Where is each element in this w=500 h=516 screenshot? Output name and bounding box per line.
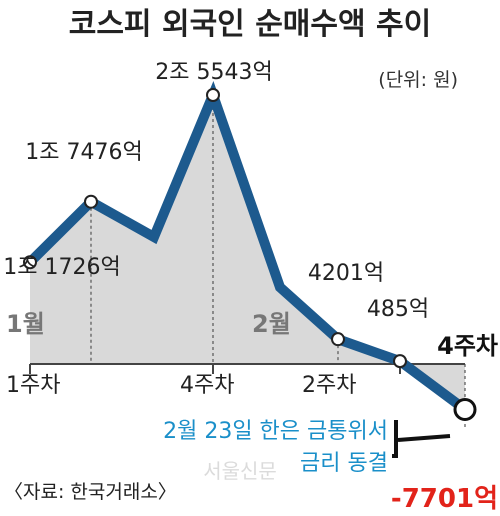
chart-title: 코스피 외국인 순매수액 추이 [69,7,432,42]
annotation-line-1: 2월 23일 한은 금통위서 [163,419,388,444]
x-label-3: 2주차 [302,373,356,398]
data-point [331,332,345,347]
month-label-jan: 1월 [6,310,45,338]
x-label-2: 4주차 [180,373,234,398]
annotation-pointer [397,434,451,442]
unit-label: (단위: 원) [378,69,458,91]
source-label: 〈자료: 한국거래소〉 [4,481,177,503]
data-point [23,255,37,270]
series-line [26,80,468,414]
value-label-6: -7701억 [391,484,498,514]
month-label-feb: 2월 [252,310,291,338]
watermark: 서울신문 [203,459,277,483]
value-label-1: 1조 1726억 [3,255,120,280]
x-label-1: 1주차 [6,373,60,398]
value-label-4: 4201억 [308,261,384,286]
data-points [23,88,477,421]
value-label-3: 2조 5543억 [155,60,272,85]
annotation-bracket [392,420,398,458]
annotation-line-2: 금리 동결 [300,451,388,476]
data-point-final [453,397,477,421]
value-label-2: 1조 7476억 [25,140,142,165]
data-point [393,354,407,369]
area-fill-positive [30,95,404,364]
data-point [206,88,220,102]
data-point [84,194,98,209]
x-label-4: 4주차 [437,332,498,360]
value-label-5: 485억 [367,297,429,322]
